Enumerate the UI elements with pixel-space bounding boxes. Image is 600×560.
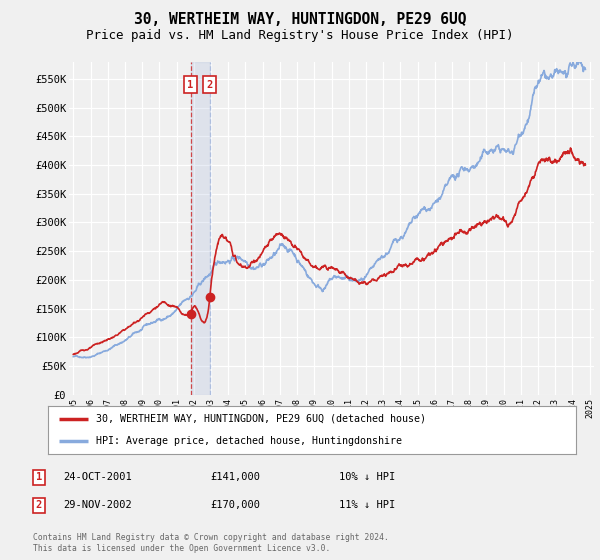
- Text: 30, WERTHEIM WAY, HUNTINGDON, PE29 6UQ (detached house): 30, WERTHEIM WAY, HUNTINGDON, PE29 6UQ (…: [95, 414, 425, 424]
- Text: 2: 2: [36, 500, 42, 510]
- Text: 2: 2: [206, 80, 213, 90]
- Text: 1: 1: [36, 472, 42, 482]
- Text: £170,000: £170,000: [210, 500, 260, 510]
- Text: Price paid vs. HM Land Registry's House Price Index (HPI): Price paid vs. HM Land Registry's House …: [86, 29, 514, 42]
- Text: 11% ↓ HPI: 11% ↓ HPI: [339, 500, 395, 510]
- Bar: [191, 62, 209, 395]
- Text: 29-NOV-2002: 29-NOV-2002: [63, 500, 132, 510]
- Text: £141,000: £141,000: [210, 472, 260, 482]
- Text: HPI: Average price, detached house, Huntingdonshire: HPI: Average price, detached house, Hunt…: [95, 436, 401, 446]
- Text: 1: 1: [187, 80, 194, 90]
- Text: Contains HM Land Registry data © Crown copyright and database right 2024.
This d: Contains HM Land Registry data © Crown c…: [33, 533, 389, 553]
- Text: 30, WERTHEIM WAY, HUNTINGDON, PE29 6UQ: 30, WERTHEIM WAY, HUNTINGDON, PE29 6UQ: [134, 12, 466, 27]
- Text: 24-OCT-2001: 24-OCT-2001: [63, 472, 132, 482]
- Text: 10% ↓ HPI: 10% ↓ HPI: [339, 472, 395, 482]
